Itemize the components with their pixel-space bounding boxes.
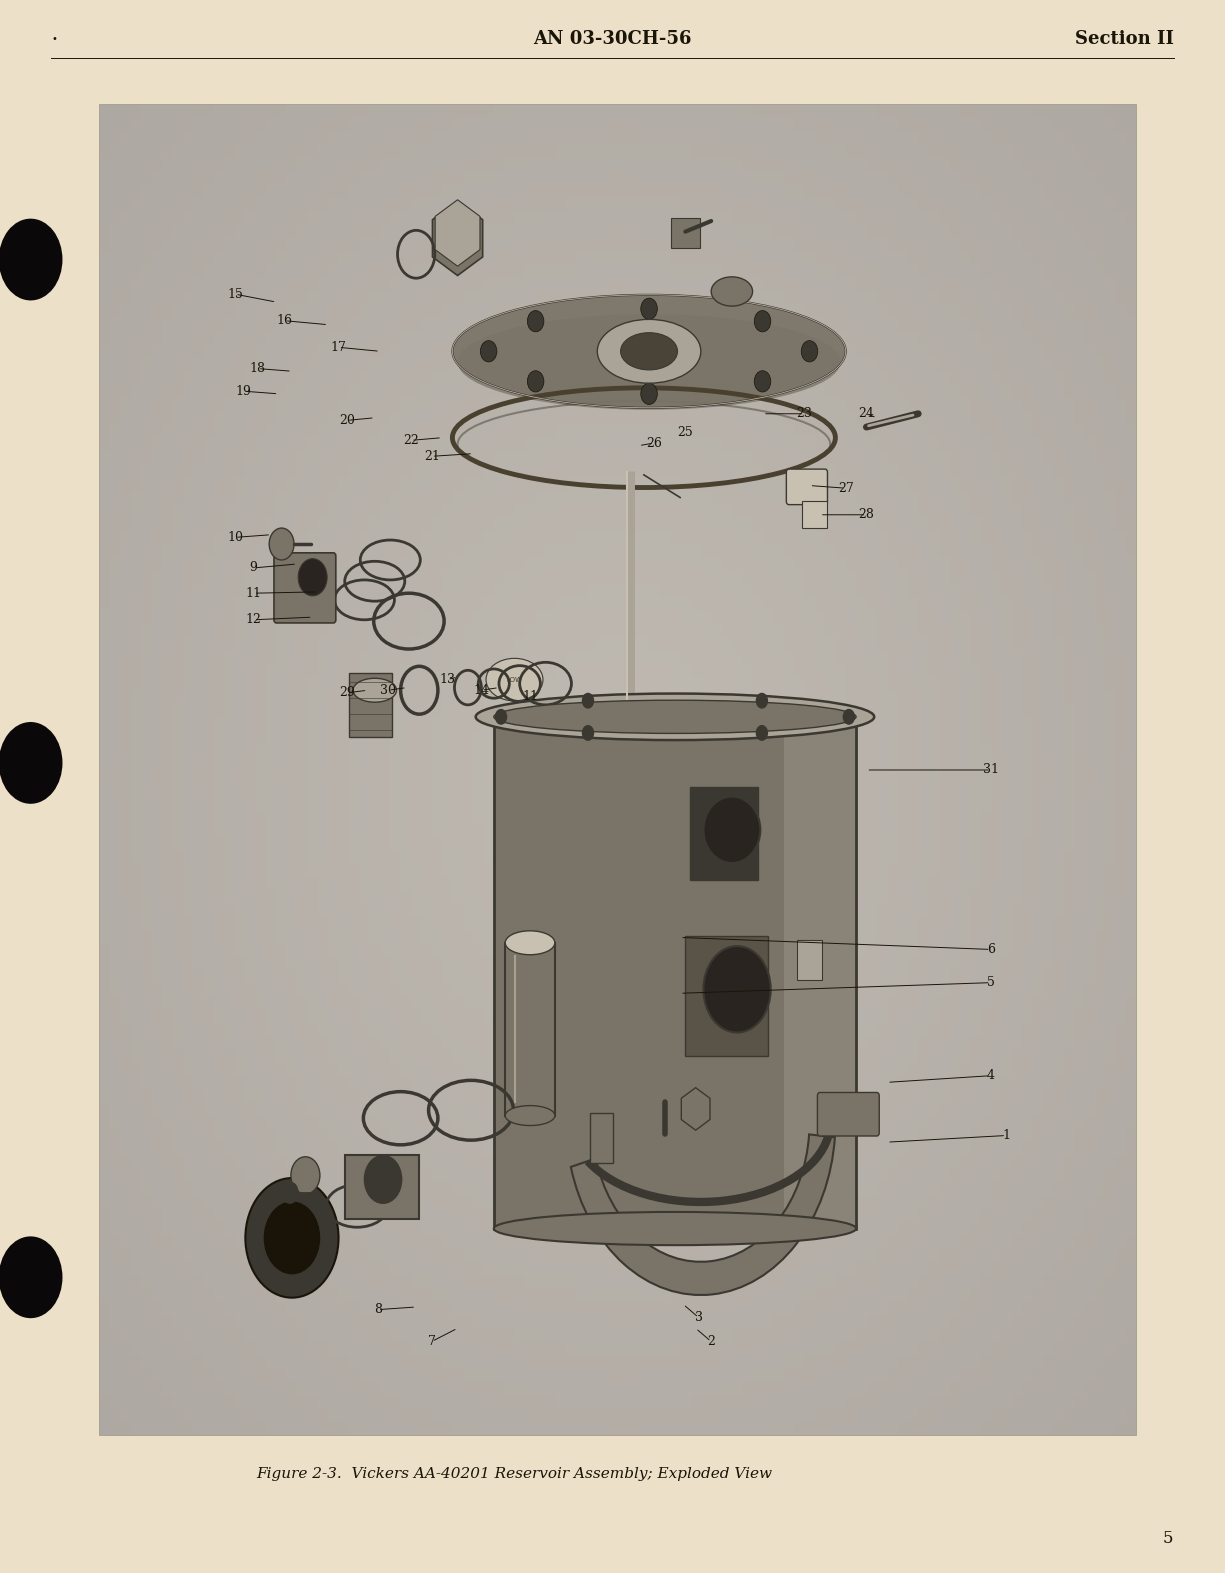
Text: 27: 27 xyxy=(838,481,854,494)
Text: 6: 6 xyxy=(986,942,995,956)
Ellipse shape xyxy=(703,796,761,864)
Text: 3: 3 xyxy=(695,1312,703,1324)
Circle shape xyxy=(263,1200,321,1276)
Circle shape xyxy=(0,722,62,804)
Bar xyxy=(671,219,699,247)
Text: 14: 14 xyxy=(473,684,489,697)
Ellipse shape xyxy=(452,294,845,407)
Text: 22: 22 xyxy=(403,434,419,447)
Circle shape xyxy=(270,529,294,560)
Text: 31: 31 xyxy=(982,763,998,777)
FancyBboxPatch shape xyxy=(786,469,828,505)
Circle shape xyxy=(801,341,818,362)
Text: 5: 5 xyxy=(1163,1531,1174,1546)
Text: 7: 7 xyxy=(428,1335,436,1348)
Circle shape xyxy=(495,709,507,725)
Ellipse shape xyxy=(494,700,856,733)
Bar xyxy=(344,1156,419,1219)
Text: 12: 12 xyxy=(246,613,262,626)
Circle shape xyxy=(527,371,544,392)
Text: 18: 18 xyxy=(250,362,266,374)
Bar xyxy=(505,942,555,1115)
Text: 20: 20 xyxy=(339,414,355,426)
Circle shape xyxy=(282,1181,298,1203)
Text: 10: 10 xyxy=(227,530,243,544)
Circle shape xyxy=(582,692,594,709)
Text: 29: 29 xyxy=(339,686,355,700)
Text: 15: 15 xyxy=(227,288,243,300)
Bar xyxy=(590,1114,612,1164)
Bar xyxy=(494,717,856,1229)
Bar xyxy=(494,717,856,1229)
Text: 23: 23 xyxy=(796,407,812,420)
Circle shape xyxy=(298,558,327,596)
Ellipse shape xyxy=(505,931,555,955)
Text: Section II: Section II xyxy=(1074,30,1174,49)
Ellipse shape xyxy=(475,694,875,739)
Ellipse shape xyxy=(598,319,701,384)
Bar xyxy=(802,502,827,529)
FancyBboxPatch shape xyxy=(817,1093,880,1136)
Text: 30: 30 xyxy=(380,684,396,697)
Circle shape xyxy=(290,1156,320,1194)
Text: •: • xyxy=(51,35,58,44)
Circle shape xyxy=(756,725,768,741)
Text: 5: 5 xyxy=(986,977,995,989)
Wedge shape xyxy=(571,1134,835,1295)
Text: 25: 25 xyxy=(677,426,693,439)
Bar xyxy=(349,673,392,736)
Ellipse shape xyxy=(458,315,840,411)
Circle shape xyxy=(755,371,771,392)
Ellipse shape xyxy=(494,1211,856,1246)
Text: 2: 2 xyxy=(707,1335,715,1348)
Circle shape xyxy=(582,725,594,741)
Text: 11: 11 xyxy=(246,587,262,599)
Ellipse shape xyxy=(353,678,397,702)
Text: 9: 9 xyxy=(250,562,257,574)
Bar xyxy=(691,786,758,881)
Circle shape xyxy=(641,384,658,404)
Circle shape xyxy=(527,310,544,332)
Ellipse shape xyxy=(621,332,677,370)
Text: 28: 28 xyxy=(859,508,875,521)
Text: 1: 1 xyxy=(1002,1129,1011,1142)
Ellipse shape xyxy=(505,1106,555,1126)
Text: 16: 16 xyxy=(277,315,293,327)
Ellipse shape xyxy=(486,659,543,702)
Circle shape xyxy=(756,692,768,709)
Text: 13: 13 xyxy=(440,673,456,686)
Circle shape xyxy=(641,299,658,319)
Text: Figure 2-3.  Vickers AA-40201 Reservoir Assembly; Exploded View: Figure 2-3. Vickers AA-40201 Reservoir A… xyxy=(256,1468,773,1480)
Text: AN 03-30CH-56: AN 03-30CH-56 xyxy=(533,30,692,49)
Ellipse shape xyxy=(712,277,752,307)
Text: 8: 8 xyxy=(374,1302,382,1317)
Text: 4: 4 xyxy=(986,1070,995,1082)
Bar xyxy=(100,105,1136,1435)
Circle shape xyxy=(0,219,62,300)
Text: 17: 17 xyxy=(331,341,347,354)
Circle shape xyxy=(755,310,771,332)
Circle shape xyxy=(843,709,855,725)
Text: LOW: LOW xyxy=(507,676,522,683)
Ellipse shape xyxy=(530,698,820,736)
Text: 26: 26 xyxy=(647,436,663,450)
Text: 24: 24 xyxy=(859,407,875,420)
Bar xyxy=(797,941,822,980)
Circle shape xyxy=(245,1178,338,1298)
Circle shape xyxy=(364,1156,402,1203)
Text: 19: 19 xyxy=(235,385,251,398)
Bar xyxy=(685,936,768,1055)
Circle shape xyxy=(0,1236,62,1318)
Circle shape xyxy=(480,341,497,362)
Text: 11: 11 xyxy=(522,691,538,703)
Bar xyxy=(784,717,856,1229)
Ellipse shape xyxy=(703,945,771,1032)
FancyBboxPatch shape xyxy=(274,552,336,623)
Text: 21: 21 xyxy=(424,450,440,462)
